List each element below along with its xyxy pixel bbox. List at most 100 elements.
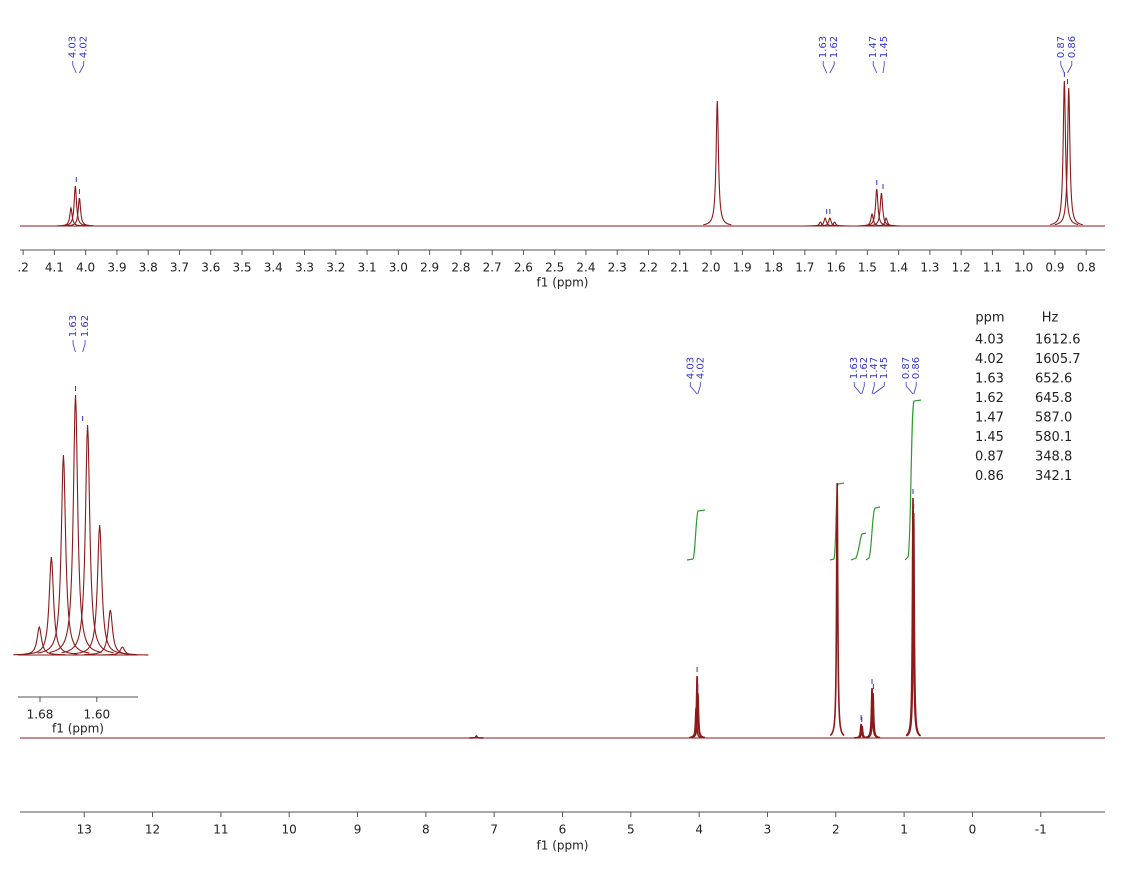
x-tick-label: 0.8: [1077, 261, 1096, 275]
x-tick-label: 12: [145, 823, 160, 837]
table-cell: 587.0: [1035, 411, 1072, 426]
peak-label-connector: [822, 61, 828, 74]
x-tick-label: 6: [559, 823, 567, 837]
x-tick-label: 1.4: [889, 261, 908, 275]
x-tick-label: 0.9: [1045, 261, 1064, 275]
x-tick-label: 2.1: [670, 261, 689, 275]
x-tick-label: 1.68: [27, 708, 54, 722]
x-tick-label: 3.3: [295, 261, 314, 275]
peak: [820, 221, 849, 227]
x-tick-label: 4: [695, 823, 703, 837]
peak-label-connector: [905, 382, 914, 395]
peak-label-connector: [913, 382, 917, 395]
x-tick-label: 4.0: [76, 261, 95, 275]
peak-label: 4.02: [79, 36, 90, 58]
peak: [1054, 87, 1083, 226]
table-cell: 342.1: [1035, 469, 1072, 484]
table-cell: 1.45: [975, 430, 1004, 445]
peak-label-connector: [1067, 61, 1073, 74]
integral-curve: [904, 399, 922, 561]
x-tick-label: 2.5: [545, 261, 564, 275]
peak: [65, 197, 94, 227]
x-tick-label: 3.7: [170, 261, 189, 275]
peak-label-connector: [873, 382, 885, 395]
peak-label-connector: [1060, 61, 1065, 74]
peak: [469, 735, 484, 739]
peak: [829, 482, 845, 737]
x-tick-label: 3.4: [264, 261, 283, 275]
table-cell: 348.8: [1035, 450, 1072, 465]
peak: [37, 454, 90, 654]
x-tick-label: 11: [213, 823, 228, 837]
peak-label: 1.45: [879, 36, 890, 58]
peak-label: 1.63: [818, 36, 829, 58]
peak-label: 1.62: [829, 36, 840, 58]
table-cell: 1605.7: [1035, 352, 1081, 367]
peak: [25, 556, 78, 655]
x-tick-label: .2: [17, 261, 28, 275]
x-tick-label: 3.0: [389, 261, 408, 275]
x-tick-label: 3.9: [107, 261, 126, 275]
integral-curve: [865, 506, 881, 561]
peak-label-connector: [72, 340, 76, 353]
peak: [872, 217, 901, 227]
peak-label: 0.87: [1056, 36, 1067, 58]
table-cell: 1.47: [975, 411, 1004, 426]
peak-label: 4.03: [68, 36, 79, 58]
peak: [96, 646, 149, 656]
table-cell: 580.1: [1035, 430, 1072, 445]
peak-label: 0.86: [911, 357, 922, 379]
peak-label: 1.47: [868, 36, 879, 58]
x-tick-label: 2.0: [701, 261, 720, 275]
x-tick-label: 1.1: [983, 261, 1002, 275]
x-tick-label: 1.3: [920, 261, 939, 275]
peak-label: 0.86: [1067, 36, 1078, 58]
integral-curve: [686, 509, 706, 561]
peak: [61, 424, 114, 654]
peak-label-connector: [882, 61, 885, 74]
peak-label: 1.45: [879, 357, 890, 379]
peak-label-connector: [689, 382, 698, 395]
peak: [703, 100, 732, 226]
peak: [690, 692, 706, 739]
x-tick-label: 1.9: [733, 261, 752, 275]
x-tick-label: 3.6: [201, 261, 220, 275]
table-cell: 0.87: [975, 450, 1004, 465]
peak: [865, 692, 881, 739]
table-cell: 1.63: [975, 372, 1004, 387]
x-tick-label: -1: [1035, 823, 1047, 837]
x-tick-label: 2.8: [451, 261, 470, 275]
x-tick-label: 0: [969, 823, 977, 837]
x-tick-label: 1.0: [1014, 261, 1033, 275]
x-tick-label: 5: [627, 823, 635, 837]
integral-curves: [686, 399, 922, 561]
table-cell: 645.8: [1035, 391, 1072, 406]
peak-label-connector: [72, 61, 77, 74]
peak: [1050, 80, 1079, 226]
table-cell: 4.03: [975, 333, 1004, 348]
x-tick-label: 2.6: [514, 261, 533, 275]
peak-label-connector: [79, 61, 85, 74]
table-cell: 4.02: [975, 352, 1004, 367]
peak: [862, 188, 891, 227]
peak-label-connector: [829, 61, 835, 74]
peak-label-connector: [82, 340, 86, 353]
x-tick-label: 1.8: [764, 261, 783, 275]
peak-label: 4.03: [685, 357, 696, 379]
peak-label-connector: [872, 61, 878, 74]
peak: [49, 394, 102, 653]
x-tick-label: 1.7: [795, 261, 814, 275]
x-tick-label: 2.9: [420, 261, 439, 275]
x-tick-label: 7: [490, 823, 498, 837]
integral-curve: [850, 532, 867, 561]
peak-label: 1.63: [849, 357, 860, 379]
x-tick-label: 2.7: [483, 261, 502, 275]
table-header: Hz: [1042, 311, 1059, 326]
peak-label-connector: [861, 382, 865, 395]
peak-label: 1.47: [869, 357, 880, 379]
x-tick-label: 1.5: [858, 261, 877, 275]
x-axis-label: f1 (ppm): [537, 276, 589, 290]
x-tick-label: 3.1: [358, 261, 377, 275]
peak: [61, 185, 90, 227]
